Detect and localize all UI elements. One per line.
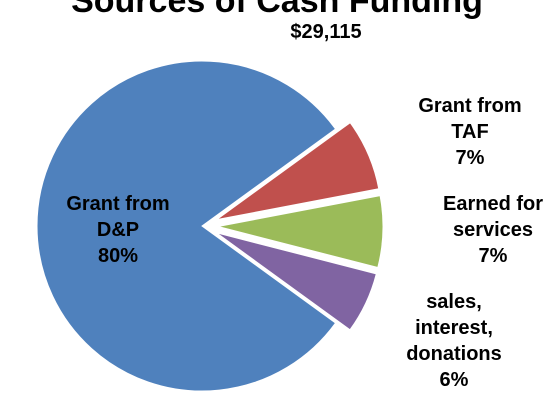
slice-name-line: sales, (426, 291, 482, 313)
slice-label-3: Earned for services 7% (443, 193, 543, 267)
slice-name-line: donations (406, 343, 502, 365)
slice-name-line: D&P (97, 219, 139, 241)
pie-slice-2 (216, 121, 380, 221)
chart-title: Sources of Cash Funding (71, 0, 483, 20)
slice-name-line: interest, (415, 317, 493, 339)
slice-name-line: Grant from (418, 95, 521, 117)
slice-name-line: TAF (451, 121, 488, 143)
chart-subtitle: $29,115 (290, 21, 361, 43)
slice-percent-label: 6% (440, 369, 469, 391)
slice-percent-label: 7% (456, 147, 485, 169)
slice-percent-label: 7% (479, 245, 508, 267)
pie-slice-1 (36, 60, 337, 392)
slice-percent-label: 80% (98, 245, 138, 267)
slice-name-line: services (453, 219, 533, 241)
pie-slice-3 (217, 195, 384, 269)
slice-label-2: Grant from TAF 7% (418, 95, 521, 169)
pie-labels: Grant from D&P 80%Grant from TAF 7%Earned fo… (66, 95, 543, 391)
slice-name-line: Grant from (66, 193, 169, 215)
pie-slice-4 (216, 232, 377, 331)
pie-slices (36, 60, 384, 392)
slice-label-4: sales, interest, donations 6% (406, 291, 502, 391)
slice-label-1: Grant from D&P 80% (66, 193, 169, 267)
slice-name-line: Earned for (443, 193, 543, 215)
